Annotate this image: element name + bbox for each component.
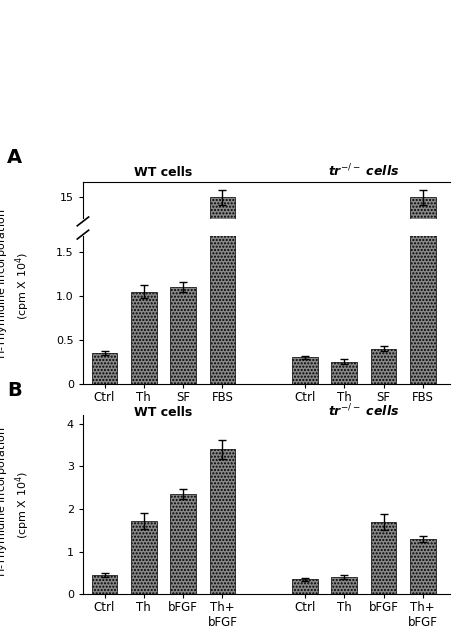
Text: tr$^{-/-}$ cells: tr$^{-/-}$ cells bbox=[328, 163, 400, 179]
Bar bbox=[210, 198, 235, 476]
Text: WT cells: WT cells bbox=[134, 406, 192, 420]
Bar bbox=[92, 353, 118, 384]
Text: $^3$H-Thymidine Incorporation
(cpm X 10$^4$): $^3$H-Thymidine Incorporation (cpm X 10$… bbox=[0, 427, 32, 582]
Bar bbox=[170, 455, 196, 476]
Bar bbox=[331, 577, 357, 594]
Bar bbox=[170, 494, 196, 594]
Bar bbox=[131, 291, 156, 384]
Bar bbox=[131, 457, 156, 476]
Text: WT cells: WT cells bbox=[134, 167, 192, 179]
Bar bbox=[410, 0, 436, 384]
Bar bbox=[210, 0, 235, 384]
Text: $^3$H-Thymidine Incorporation
(cpm X 10$^4$): $^3$H-Thymidine Incorporation (cpm X 10$… bbox=[0, 209, 32, 364]
Bar bbox=[170, 287, 196, 384]
Bar bbox=[371, 469, 396, 476]
Bar bbox=[331, 471, 357, 476]
Text: B: B bbox=[7, 381, 22, 399]
Bar bbox=[292, 579, 318, 594]
Bar bbox=[371, 522, 396, 594]
Bar bbox=[331, 362, 357, 384]
Bar bbox=[292, 357, 318, 384]
Bar bbox=[371, 348, 396, 384]
Bar bbox=[292, 470, 318, 476]
Bar bbox=[92, 575, 118, 594]
Bar bbox=[410, 539, 436, 594]
Text: A: A bbox=[7, 148, 22, 167]
Text: tr$^{-/-}$ cells: tr$^{-/-}$ cells bbox=[328, 403, 400, 420]
Bar bbox=[410, 198, 436, 476]
Bar bbox=[92, 469, 118, 476]
Bar bbox=[210, 449, 235, 594]
Bar bbox=[131, 521, 156, 594]
